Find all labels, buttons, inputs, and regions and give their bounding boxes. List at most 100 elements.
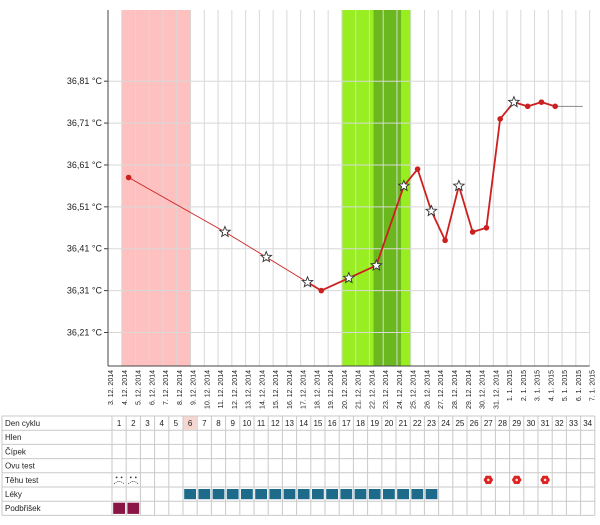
cycle-day-number: 6 (188, 419, 193, 428)
star-marker (369, 258, 383, 271)
test-dot (120, 476, 123, 479)
star-marker (507, 95, 521, 108)
medication-marker (269, 489, 282, 500)
flower-center (487, 478, 490, 482)
medication-marker (241, 489, 253, 500)
x-tick-label: 1. 1. 2015 (507, 370, 514, 401)
x-tick-label: 12. 12. 2014 (232, 370, 239, 409)
medication-marker (383, 489, 395, 500)
cycle-day-number: 25 (455, 419, 464, 428)
x-tick-label: 4. 12. 2014 (122, 370, 129, 405)
x-tick-label: 31. 12. 2014 (493, 370, 500, 409)
cycle-day-number: 19 (370, 419, 379, 428)
cycle-day-number: 33 (569, 419, 578, 428)
negative-test-icon (128, 476, 139, 485)
x-tick-label: 17. 12. 2014 (301, 370, 308, 409)
table-row-label: Podbřišek (5, 504, 42, 513)
medication-marker (283, 489, 296, 500)
star-marker (397, 179, 411, 192)
x-tick-label: 29. 12. 2014 (466, 370, 473, 409)
series-segment (485, 118, 502, 228)
x-tick-label: 3. 1. 2015 (535, 370, 542, 401)
flower-center (515, 478, 518, 482)
star-marker (342, 271, 356, 284)
abdomen-marker (113, 502, 125, 514)
cycle-day-number: 8 (216, 419, 221, 428)
table-row-label: Ovu test (5, 462, 36, 471)
y-tick-label: 36,51 °C (67, 202, 103, 212)
x-tick-label: 25. 12. 2014 (411, 370, 418, 409)
dot-marker (538, 99, 545, 105)
abdomen-marker (127, 502, 140, 514)
y-tick-label: 36,81 °C (67, 76, 103, 86)
cycle-day-number: 11 (257, 419, 266, 428)
test-dot (129, 476, 132, 479)
x-tick-label: 23. 12. 2014 (383, 370, 390, 409)
medication-marker (312, 489, 324, 500)
flower-icon (540, 475, 550, 485)
series-segment (320, 277, 350, 292)
flower-icon (483, 475, 493, 485)
cycle-day-number: 16 (328, 419, 337, 428)
table-row-label: Hlen (5, 433, 21, 442)
star-marker (301, 275, 314, 288)
series-segment (430, 210, 446, 241)
test-dot (134, 476, 137, 479)
x-tick-label: 21. 12. 2014 (356, 370, 363, 409)
cycle-day-number: 29 (512, 419, 521, 428)
x-tick-label: 30. 12. 2014 (480, 370, 487, 409)
x-tick-label: 9. 12. 2014 (191, 370, 198, 405)
medication-marker (255, 489, 267, 500)
medication-marker (184, 489, 196, 500)
medication-marker (425, 489, 438, 500)
medication-marker (297, 489, 310, 500)
test-arc (128, 481, 139, 485)
series-segment (224, 231, 267, 258)
series-segment (375, 185, 405, 266)
dot-marker (414, 166, 421, 172)
cycle-table: Den cyklu Hlen Čípek Ovu test Těhu test Léky P… (1, 415, 596, 516)
cycle-day-number: 31 (541, 419, 550, 428)
dot-marker (524, 103, 531, 110)
cycle-day-number: 5 (174, 419, 179, 428)
x-tick-label: 8. 12. 2014 (177, 370, 184, 405)
flower-icon (512, 475, 522, 485)
dot-marker (552, 103, 558, 110)
x-tick-label: 15. 12. 2014 (273, 370, 280, 409)
test-dot (115, 476, 118, 479)
cycle-day-number: 9 (230, 419, 235, 428)
dot-marker (469, 229, 476, 235)
medication-marker (354, 489, 367, 500)
x-tick-label: 24. 12. 2014 (397, 370, 404, 409)
y-tick-label: 36,21 °C (67, 327, 103, 337)
y-tick-label: 36,71 °C (67, 118, 103, 128)
cycle-day-number: 22 (413, 419, 422, 428)
x-tick-label: 27. 12. 2014 (438, 370, 445, 409)
x-tick-label: 10. 12. 2014 (204, 370, 211, 409)
x-tick-label: 22. 12. 2014 (369, 370, 376, 409)
cycle-day-number: 24 (441, 419, 450, 428)
x-tick-label: 13. 12. 2014 (246, 370, 253, 409)
cycle-day-number: 26 (470, 419, 479, 428)
table-row-label: Léky (5, 490, 22, 499)
y-tick-label: 36,61 °C (67, 160, 103, 170)
cycle-day-number: 34 (583, 419, 592, 428)
medication-marker (411, 489, 424, 500)
dot-marker (318, 287, 325, 294)
temperature-series (125, 95, 583, 294)
y-axis-ticks: 36,81 °C 36,71 °C 36,61 °C 36,51 °C 36,41 °C… (67, 76, 108, 337)
dot-marker (125, 174, 132, 181)
cycle-day-number: 3 (145, 419, 150, 428)
cycle-day-number: 1 (117, 419, 122, 428)
cycle-day-number: 30 (526, 419, 535, 428)
medication-marker (212, 489, 225, 500)
table-row-label: Den cyklu (5, 419, 40, 428)
chart-bands (121, 10, 411, 366)
series-segment (128, 177, 226, 233)
cycle-day-number: 12 (271, 419, 280, 428)
cycle-day-number: 21 (399, 419, 408, 428)
series-segment (444, 185, 460, 241)
cycle-day-number: 27 (484, 419, 493, 428)
star-marker (452, 179, 466, 192)
